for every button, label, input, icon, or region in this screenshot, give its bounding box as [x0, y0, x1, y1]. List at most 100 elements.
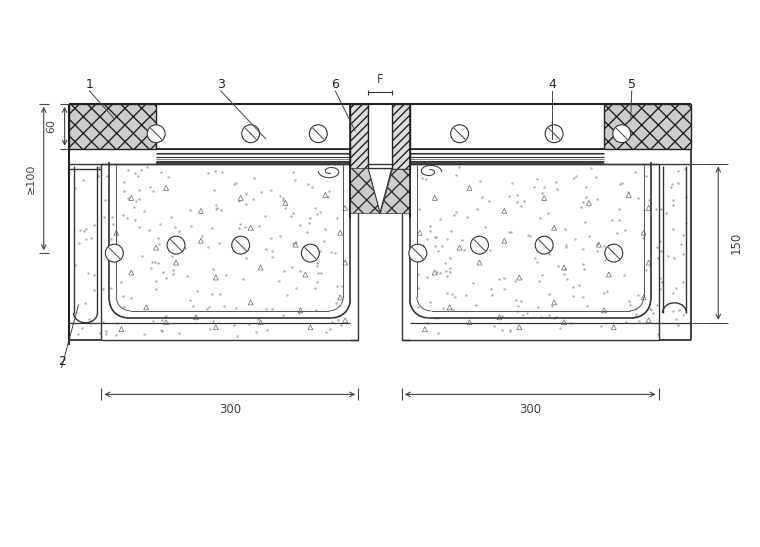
Text: 5: 5 — [628, 78, 635, 91]
Point — [240, 241, 252, 250]
Point — [97, 318, 109, 327]
Point — [259, 245, 271, 254]
Point — [677, 311, 689, 320]
Point — [458, 246, 470, 254]
Point — [215, 206, 227, 214]
Point — [445, 226, 458, 235]
Point — [654, 274, 667, 282]
Point — [431, 267, 443, 276]
Point — [290, 284, 302, 293]
Point — [331, 316, 344, 324]
Point — [318, 225, 331, 234]
Point — [311, 261, 323, 270]
Point — [672, 321, 684, 330]
Point — [312, 269, 325, 277]
Point — [630, 309, 642, 318]
Point — [591, 194, 603, 203]
Point — [233, 196, 245, 205]
Point — [667, 307, 679, 316]
Point — [412, 302, 424, 311]
Point — [173, 328, 185, 337]
Text: 6: 6 — [331, 78, 339, 91]
Point — [78, 299, 90, 307]
Point — [583, 232, 595, 241]
Point — [310, 306, 322, 315]
Point — [559, 264, 572, 273]
Point — [302, 180, 314, 189]
Point — [559, 243, 572, 252]
Point — [654, 284, 666, 293]
Point — [549, 313, 561, 322]
Point — [118, 302, 130, 311]
Point — [110, 331, 122, 340]
Point — [420, 174, 432, 183]
Point — [515, 297, 527, 306]
Point — [585, 164, 597, 172]
Point — [206, 290, 218, 299]
Point — [331, 282, 343, 290]
Point — [543, 209, 555, 218]
Point — [679, 164, 691, 173]
Point — [441, 271, 453, 280]
Point — [121, 213, 133, 222]
Point — [424, 226, 436, 235]
Point — [590, 173, 602, 182]
Point — [667, 201, 679, 210]
Point — [106, 213, 118, 222]
Point — [326, 318, 338, 327]
Point — [581, 183, 593, 191]
Point — [111, 319, 123, 328]
Point — [287, 208, 299, 217]
Point — [277, 311, 289, 319]
Point — [304, 213, 316, 222]
Point — [502, 228, 515, 236]
Point — [474, 177, 486, 185]
Circle shape — [106, 244, 123, 262]
Point — [122, 194, 134, 202]
Point — [559, 225, 571, 234]
Point — [412, 284, 424, 293]
Point — [461, 213, 473, 222]
Polygon shape — [380, 168, 410, 213]
Point — [580, 193, 592, 201]
Bar — [350, 104, 368, 168]
Point — [293, 221, 306, 230]
Point — [239, 222, 252, 231]
Point — [239, 254, 252, 263]
Point — [577, 245, 589, 253]
Point — [552, 262, 564, 271]
Point — [650, 205, 662, 213]
Point — [287, 238, 299, 247]
Point — [290, 237, 302, 246]
Point — [416, 241, 429, 250]
Point — [543, 249, 556, 258]
Point — [239, 189, 252, 198]
Point — [143, 225, 155, 234]
Point — [567, 283, 579, 292]
Point — [118, 177, 130, 186]
Point — [432, 247, 444, 256]
Point — [179, 244, 191, 253]
Point — [250, 328, 262, 336]
Point — [600, 306, 612, 315]
Point — [277, 196, 289, 205]
Point — [448, 210, 460, 219]
Point — [652, 329, 664, 338]
Point — [154, 168, 166, 177]
Point — [644, 262, 656, 271]
Point — [329, 248, 341, 257]
Point — [672, 179, 684, 188]
Point — [680, 193, 692, 202]
Point — [598, 241, 610, 250]
Point — [534, 213, 546, 222]
Text: F: F — [377, 73, 383, 86]
Point — [565, 318, 577, 327]
Point — [535, 313, 547, 322]
Point — [320, 328, 332, 337]
Circle shape — [605, 244, 622, 262]
Point — [505, 228, 517, 236]
Text: ≥100: ≥100 — [26, 164, 36, 194]
Point — [218, 302, 230, 311]
Point — [69, 184, 81, 193]
Point — [441, 289, 453, 298]
